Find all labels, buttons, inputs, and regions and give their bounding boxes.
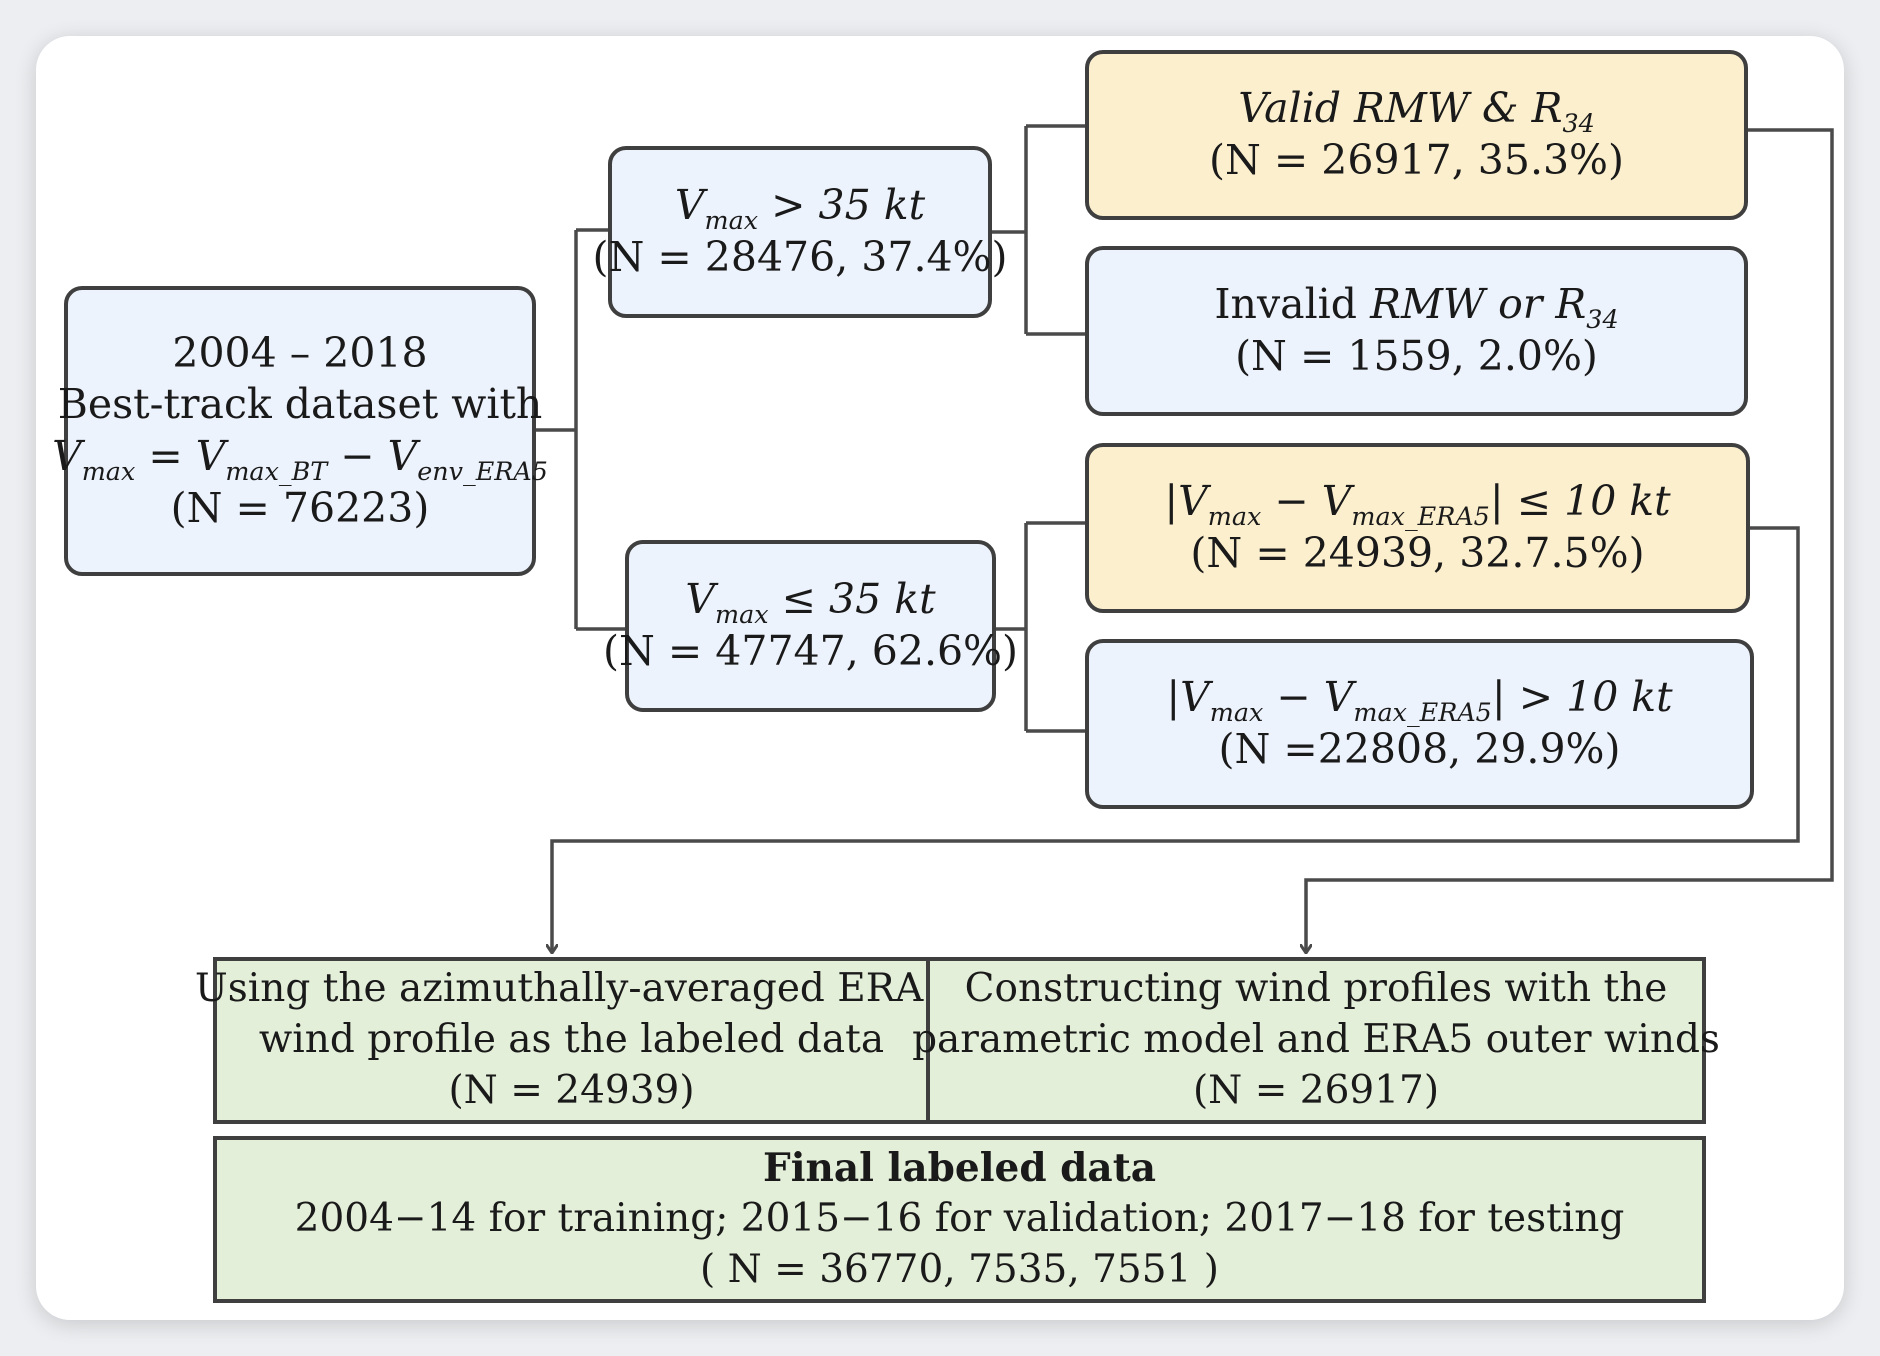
era5-labeled-line2: wind profile as the labeled data	[258, 1017, 885, 1063]
diff-gt-10-box: |Vmax − Vmax_ERA5| > 10 kt (N =22808, 29…	[1085, 639, 1754, 809]
vmax-gt-35-count: (N = 28476, 37.4%)	[592, 233, 1008, 281]
final-labeled-split: 2004−14 for training; 2015−16 for valida…	[294, 1196, 1625, 1242]
diff-le-10-count: (N = 24939, 32.7.5%)	[1190, 529, 1645, 577]
diff-gt-10-count: (N =22808, 29.9%)	[1218, 725, 1621, 773]
valid-rmw-count: (N = 26917, 35.3%)	[1208, 136, 1625, 184]
root-description: Best-track dataset with	[57, 380, 543, 429]
parametric-model-box: Constructing wind profiles with the para…	[912, 957, 1720, 1124]
era5-labeled-box: Using the azimuthally-averaged ERA5 wind…	[195, 957, 948, 1124]
invalid-rmw-condition: Invalid RMW or R34	[1214, 280, 1619, 335]
diff-le-10-condition: |Vmax − Vmax_ERA5| ≤ 10 kt	[1164, 477, 1671, 532]
diff-gt-10-condition: |Vmax − Vmax_ERA5| > 10 kt	[1166, 673, 1673, 728]
root-years: 2004 – 2018	[172, 328, 428, 377]
era5-labeled-line1: Using the azimuthally-averaged ERA5	[194, 966, 949, 1012]
vmax-le-35-count: (N = 47747, 62.6%)	[602, 627, 1019, 675]
parametric-model-line1: Constructing wind profiles with the	[964, 966, 1668, 1012]
connector-valid-to-param	[1306, 128, 1834, 952]
final-labeled-count: ( N = 36770, 7535, 7551 )	[700, 1246, 1219, 1292]
vmax-le-35-box: Vmax ≤ 35 kt (N = 47747, 62.6%)	[603, 540, 1018, 712]
root-equation: Vmax = Vmax_BT − Venv_ERA5	[52, 432, 548, 487]
vmax-gt-35-box: Vmax > 35 kt (N = 28476, 37.4%)	[592, 146, 1008, 318]
final-labeled-box: Final labeled data 2004−14 for training;…	[213, 1136, 1706, 1303]
vmax-le-35-condition: Vmax ≤ 35 kt	[685, 575, 936, 630]
root-count: (N = 76223)	[170, 483, 430, 532]
era5-labeled-count: (N = 24939)	[448, 1067, 695, 1113]
parametric-model-line2: parametric model and ERA5 outer winds	[912, 1017, 1720, 1063]
parametric-model-count: (N = 26917)	[1192, 1067, 1440, 1113]
final-labeled-title: Final labeled data	[763, 1145, 1156, 1192]
diff-le-10-box: |Vmax − Vmax_ERA5| ≤ 10 kt (N = 24939, 3…	[1085, 443, 1750, 613]
invalid-rmw-count: (N = 1559, 2.0%)	[1235, 332, 1598, 380]
valid-rmw-box: Valid RMW & R34 (N = 26917, 35.3%)	[1085, 50, 1748, 220]
connector-diffle-to-era5	[552, 526, 1800, 952]
root-box: 2004 – 2018 Best-track dataset with Vmax…	[52, 286, 548, 576]
valid-rmw-condition: Valid RMW & R34	[1238, 84, 1595, 139]
invalid-rmw-box: Invalid RMW or R34 (N = 1559, 2.0%)	[1085, 246, 1748, 416]
vmax-gt-35-condition: Vmax > 35 kt	[674, 181, 926, 236]
